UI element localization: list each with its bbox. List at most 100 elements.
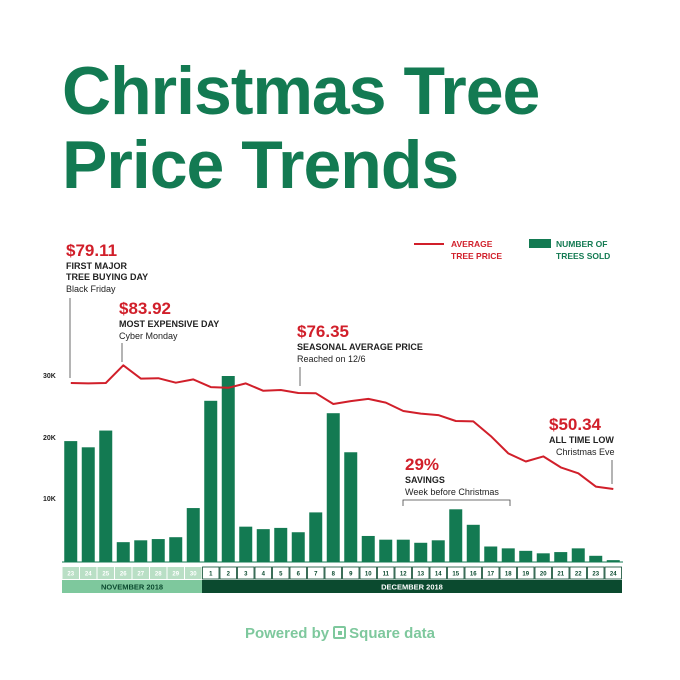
bar-25	[501, 548, 515, 562]
month-label-1: DECEMBER 2018	[381, 583, 443, 592]
bar-15	[326, 413, 340, 562]
xtick-box-7	[185, 567, 202, 579]
xtick-label-17: 10	[365, 572, 372, 578]
xtick-label-30: 23	[592, 572, 599, 578]
bar-4	[134, 540, 148, 562]
xtick-label-8: 1	[209, 572, 213, 578]
bar-12	[274, 527, 288, 562]
xtick-label-5: 28	[155, 572, 162, 578]
xtick-box-17	[359, 566, 377, 580]
xtick-label-23: 16	[470, 572, 477, 578]
xtick-label-21: 14	[435, 572, 442, 578]
xtick-label-9: 2	[227, 572, 231, 578]
bar-13	[291, 532, 305, 562]
xtick-label-20: 13	[417, 572, 424, 578]
savings-bracket	[402, 499, 511, 506]
black-friday-price: $79.11	[66, 241, 117, 260]
black-friday-line2: TREE BUYING DAY	[66, 272, 148, 282]
xtick-label-29: 22	[575, 572, 582, 578]
annotation-savings: 29% SAVINGS Week before Christmas	[402, 455, 511, 506]
xtick-box-0	[62, 567, 79, 579]
bar-29	[571, 548, 585, 562]
xtick-label-4: 27	[137, 572, 144, 578]
seasonal-average-price: $76.35	[297, 322, 349, 341]
xtick-box-30	[587, 566, 605, 580]
xtick-box-27	[534, 566, 552, 580]
xtick-label-14: 7	[314, 572, 318, 578]
xtick-label-0: 23	[67, 572, 74, 578]
bar-6	[169, 537, 183, 562]
annotation-cyber-monday: $83.92 MOST EXPENSIVE DAY Cyber Monday	[119, 299, 219, 362]
xtick-label-12: 5	[279, 572, 283, 578]
xtick-box-26	[517, 566, 535, 580]
xtick-label-28: 21	[557, 572, 564, 578]
bar-21	[431, 540, 445, 562]
y-axis: 30K 20K 10K	[43, 373, 56, 503]
bar-10	[239, 526, 253, 562]
xtick-box-19	[394, 566, 412, 580]
xtick-box-8	[202, 566, 220, 580]
bar-14	[309, 512, 323, 562]
bar-8	[204, 400, 218, 562]
xtick-box-20	[412, 566, 430, 580]
savings-percent: 29%	[405, 455, 439, 474]
footer-brand: Square data	[349, 625, 436, 642]
xtick-box-28	[552, 566, 570, 580]
bar-3	[116, 542, 130, 562]
bar-series	[64, 376, 620, 562]
annotation-seasonal-average: $76.35 SEASONAL AVERAGE PRICE Reached on…	[297, 322, 423, 386]
xtick-box-31	[604, 566, 622, 580]
xtick-label-31: 24	[610, 572, 617, 578]
xtick-box-23	[464, 566, 482, 580]
footer-prefix: Powered by	[244, 625, 330, 642]
month-band-1	[202, 580, 622, 593]
legend-price-label-2: TREE PRICE	[451, 251, 502, 261]
month-label-0: NOVEMBER 2018	[101, 583, 163, 592]
cyber-monday-line1: MOST EXPENSIVE DAY	[119, 319, 219, 329]
xtick-label-27: 20	[540, 572, 547, 578]
bar-7	[186, 508, 200, 562]
all-time-low-line1: ALL TIME LOW	[549, 435, 614, 445]
savings-line1: SAVINGS	[405, 475, 445, 485]
legend-trees-swatch	[529, 239, 551, 248]
bar-11	[256, 529, 270, 562]
xtick-box-12	[272, 566, 290, 580]
bar-9	[221, 376, 235, 562]
xtick-box-14	[307, 566, 325, 580]
xtick-box-13	[289, 566, 307, 580]
bar-22	[449, 509, 463, 562]
xtick-box-25	[499, 566, 517, 580]
xtick-box-15	[324, 566, 342, 580]
cyber-monday-price: $83.92	[119, 299, 171, 318]
month-band-0	[62, 580, 202, 593]
xtick-label-13: 6	[297, 572, 301, 578]
ytick-label-10k: 10K	[43, 496, 56, 503]
bar-16	[344, 452, 358, 562]
xtick-label-10: 3	[244, 572, 248, 578]
xtick-label-19: 12	[400, 572, 407, 578]
annotation-black-friday: $79.11 FIRST MAJOR TREE BUYING DAY Black…	[66, 241, 148, 378]
black-friday-sub: Black Friday	[66, 284, 116, 294]
price-line	[70, 364, 614, 490]
xtick-box-5	[150, 567, 167, 579]
seasonal-average-sub: Reached on 12/6	[297, 354, 366, 364]
xtick-label-16: 9	[349, 572, 353, 578]
legend-trees-label-1: NUMBER OF	[556, 239, 607, 249]
ytick-label-30k: 30K	[43, 373, 56, 380]
month-bands: NOVEMBER 2018 DECEMBER 2018	[62, 580, 622, 593]
bar-27	[536, 553, 550, 562]
bar-2	[99, 430, 113, 562]
xtick-label-1: 24	[85, 572, 92, 578]
xtick-label-7: 30	[190, 572, 197, 578]
xtick-box-9	[219, 566, 237, 580]
xtick-label-3: 26	[120, 572, 127, 578]
black-friday-line1: FIRST MAJOR	[66, 261, 128, 271]
xtick-label-25: 18	[505, 572, 512, 578]
bar-18	[379, 539, 393, 562]
ytick-label-20k: 20K	[43, 435, 56, 442]
xtick-label-11: 4	[262, 572, 266, 578]
savings-sub: Week before Christmas	[405, 487, 499, 497]
xtick-label-26: 19	[522, 572, 529, 578]
bar-31	[606, 560, 620, 562]
